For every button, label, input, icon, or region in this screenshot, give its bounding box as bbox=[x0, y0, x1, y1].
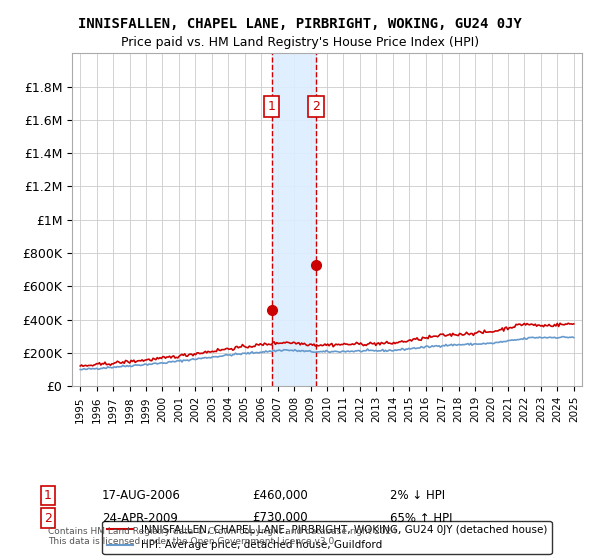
Text: 24-APR-2009: 24-APR-2009 bbox=[102, 511, 178, 525]
Text: 1: 1 bbox=[44, 489, 52, 502]
Text: INNISFALLEN, CHAPEL LANE, PIRBRIGHT, WOKING, GU24 0JY: INNISFALLEN, CHAPEL LANE, PIRBRIGHT, WOK… bbox=[78, 17, 522, 31]
Legend: INNISFALLEN, CHAPEL LANE, PIRBRIGHT, WOKING, GU24 0JY (detached house), HPI: Ave: INNISFALLEN, CHAPEL LANE, PIRBRIGHT, WOK… bbox=[103, 521, 551, 554]
Text: 2% ↓ HPI: 2% ↓ HPI bbox=[390, 489, 445, 502]
Text: 2: 2 bbox=[44, 511, 52, 525]
Text: 1: 1 bbox=[268, 100, 275, 113]
Text: £460,000: £460,000 bbox=[252, 489, 308, 502]
Text: 2: 2 bbox=[312, 100, 320, 113]
Bar bbox=[272, 53, 316, 386]
Text: £730,000: £730,000 bbox=[252, 511, 308, 525]
Text: 17-AUG-2006: 17-AUG-2006 bbox=[102, 489, 181, 502]
Text: Price paid vs. HM Land Registry's House Price Index (HPI): Price paid vs. HM Land Registry's House … bbox=[121, 36, 479, 49]
Text: Contains HM Land Registry data © Crown copyright and database right 2024.
This d: Contains HM Land Registry data © Crown c… bbox=[48, 526, 400, 546]
Text: 65% ↑ HPI: 65% ↑ HPI bbox=[390, 511, 452, 525]
